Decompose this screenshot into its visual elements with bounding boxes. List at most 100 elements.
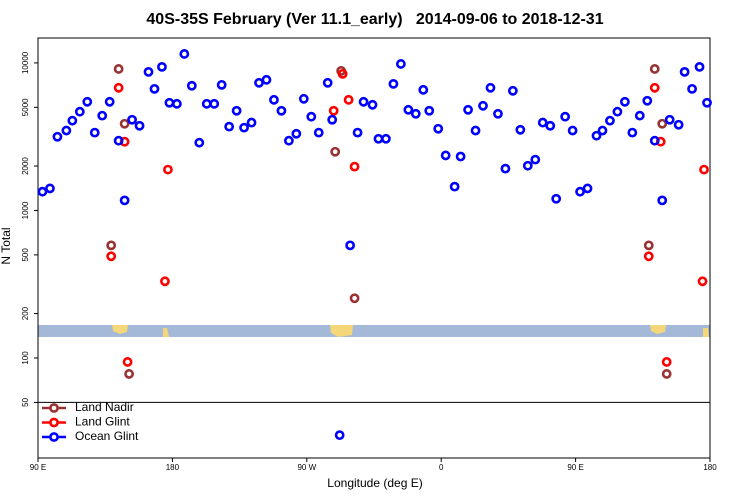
point xyxy=(530,154,541,165)
y-tick-label: 1000 xyxy=(21,201,30,219)
point xyxy=(74,106,85,117)
point xyxy=(276,105,287,116)
point xyxy=(179,49,190,59)
point xyxy=(143,67,154,77)
point xyxy=(149,83,160,94)
point xyxy=(186,80,197,91)
point xyxy=(254,77,264,88)
point xyxy=(649,64,660,74)
series xyxy=(37,49,712,441)
y-axis-label: N Total xyxy=(0,227,13,264)
point xyxy=(231,105,242,116)
point xyxy=(124,369,134,379)
point xyxy=(410,108,421,119)
point xyxy=(657,118,668,129)
point xyxy=(313,127,324,138)
point xyxy=(345,240,356,251)
point xyxy=(395,59,406,69)
point xyxy=(500,163,511,174)
point xyxy=(119,118,130,129)
point xyxy=(649,82,660,93)
point xyxy=(643,251,654,262)
point xyxy=(575,186,585,197)
point xyxy=(67,115,78,126)
point xyxy=(664,114,675,125)
series xyxy=(106,68,709,367)
point xyxy=(694,61,705,72)
point xyxy=(209,98,220,109)
point xyxy=(697,276,708,287)
point xyxy=(61,125,72,136)
point xyxy=(679,67,690,77)
point xyxy=(127,114,137,125)
point xyxy=(612,106,623,117)
point xyxy=(381,133,391,144)
point xyxy=(493,108,503,119)
point xyxy=(634,110,645,121)
point xyxy=(119,195,130,206)
point xyxy=(507,85,518,96)
point xyxy=(591,130,602,141)
chart-title: 40S-35S February (Ver 11.1_early) 2014-0… xyxy=(146,11,603,28)
point xyxy=(106,251,117,262)
point xyxy=(388,78,399,89)
point xyxy=(478,100,488,111)
point xyxy=(291,128,302,139)
point xyxy=(201,98,212,109)
point xyxy=(455,151,466,162)
point xyxy=(106,240,117,251)
point xyxy=(522,160,533,171)
point xyxy=(327,114,338,125)
point xyxy=(551,193,562,204)
point xyxy=(298,93,309,104)
point xyxy=(560,111,571,122)
point xyxy=(261,74,272,85)
point xyxy=(330,146,341,157)
point xyxy=(269,94,279,105)
point xyxy=(246,117,257,128)
point xyxy=(643,240,654,251)
point xyxy=(657,195,668,206)
point xyxy=(97,110,108,121)
point xyxy=(164,97,175,108)
x-tick-label: 90 W xyxy=(297,463,316,472)
series xyxy=(106,64,672,379)
point xyxy=(352,127,363,138)
point xyxy=(283,135,294,146)
x-tick-label: 180 xyxy=(703,463,717,472)
point xyxy=(567,125,578,136)
point xyxy=(113,64,124,74)
point xyxy=(515,124,526,135)
point xyxy=(424,105,435,116)
point xyxy=(113,135,124,146)
point xyxy=(702,97,712,108)
point xyxy=(403,104,414,115)
y-tick-label: 50 xyxy=(21,397,30,406)
point xyxy=(373,133,384,144)
point xyxy=(334,430,345,441)
y-tick-label: 500 xyxy=(21,248,30,262)
point xyxy=(306,111,317,122)
point xyxy=(239,122,249,133)
point xyxy=(433,123,444,134)
point xyxy=(449,181,460,192)
point xyxy=(582,183,593,194)
y-tick-label: 10000 xyxy=(21,51,30,74)
point xyxy=(216,79,227,90)
x-tick-label: 90 E xyxy=(567,463,583,472)
point xyxy=(349,293,360,304)
y-tick-label: 200 xyxy=(21,306,30,320)
point xyxy=(104,96,115,107)
point xyxy=(470,125,481,136)
point xyxy=(661,369,672,379)
point xyxy=(605,115,615,126)
point xyxy=(122,357,133,367)
point xyxy=(649,135,660,146)
point xyxy=(673,119,684,130)
legend-marker xyxy=(49,417,59,428)
point xyxy=(89,127,100,138)
x-tick-label: 0 xyxy=(439,463,444,472)
point xyxy=(82,96,93,107)
